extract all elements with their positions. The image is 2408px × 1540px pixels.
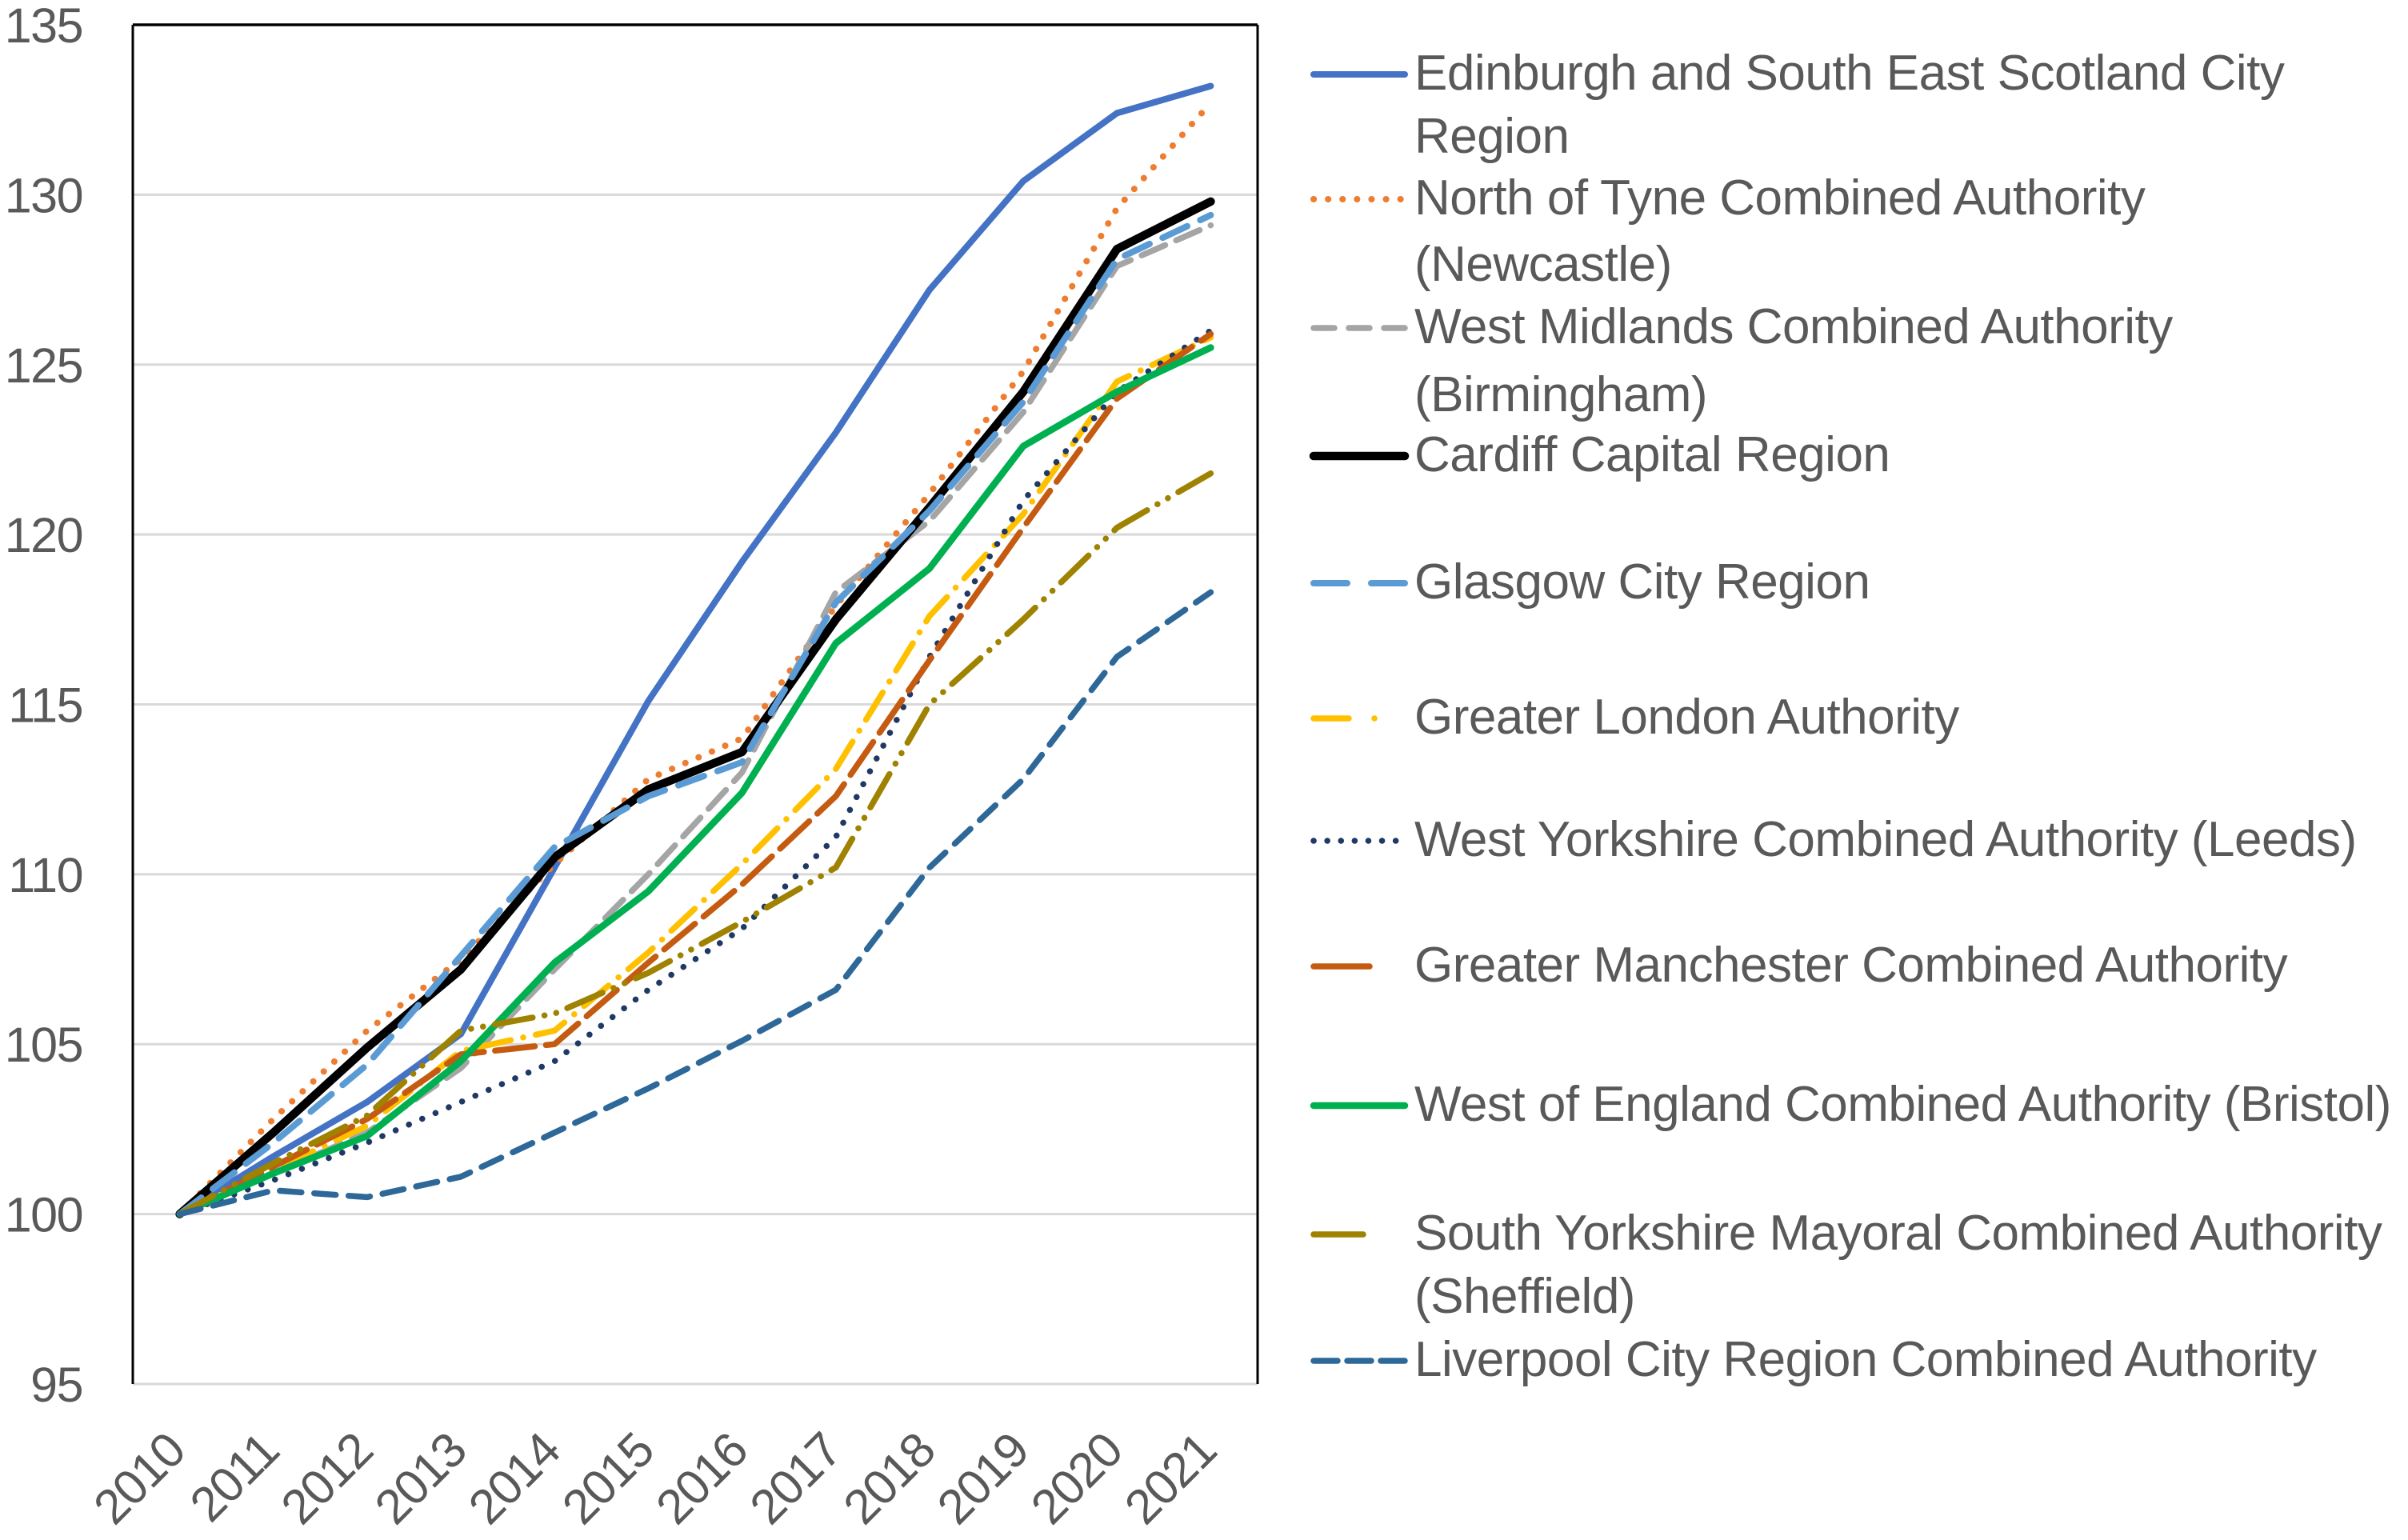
svg-text:(Birmingham): (Birmingham) <box>1414 367 1707 422</box>
svg-text:Cardiff Capital Region: Cardiff Capital Region <box>1414 427 1890 482</box>
svg-text:Greater Manchester Combined Au: Greater Manchester Combined Authority <box>1414 938 2288 993</box>
svg-text:125: 125 <box>5 338 82 393</box>
svg-text:Edinburgh and South East Scotl: Edinburgh and South East Scotland City <box>1414 46 2285 101</box>
svg-text:North of Tyne Combined Authori: North of Tyne Combined Authority <box>1414 170 2146 226</box>
svg-text:Liverpool City Region Combined: Liverpool City Region Combined Authority <box>1414 1332 2317 1387</box>
svg-text:135: 135 <box>5 0 82 53</box>
svg-text:South Yorkshire Mayoral Combin: South Yorkshire Mayoral Combined Authori… <box>1414 1206 2382 1261</box>
svg-text:105: 105 <box>5 1018 82 1072</box>
svg-text:West Yorkshire Combined Author: West Yorkshire Combined Authority (Leeds… <box>1414 812 2357 867</box>
svg-text:100: 100 <box>5 1188 82 1242</box>
svg-text:West of England Combined Autho: West of England Combined Authority (Bris… <box>1414 1077 2391 1132</box>
svg-text:Greater London Authority: Greater London Authority <box>1414 690 1959 745</box>
svg-text:115: 115 <box>8 678 82 733</box>
svg-text:(Newcastle): (Newcastle) <box>1414 237 1672 292</box>
svg-text:West Midlands Combined Authori: West Midlands Combined Authority <box>1414 299 2173 354</box>
svg-text:110: 110 <box>8 848 82 902</box>
svg-text:130: 130 <box>5 168 82 222</box>
svg-text:120: 120 <box>5 508 82 562</box>
svg-text:Glasgow City Region: Glasgow City Region <box>1414 554 1870 610</box>
svg-text:(Sheffield): (Sheffield) <box>1414 1269 1635 1324</box>
svg-text:Region: Region <box>1414 109 1569 164</box>
svg-text:95: 95 <box>30 1358 82 1412</box>
